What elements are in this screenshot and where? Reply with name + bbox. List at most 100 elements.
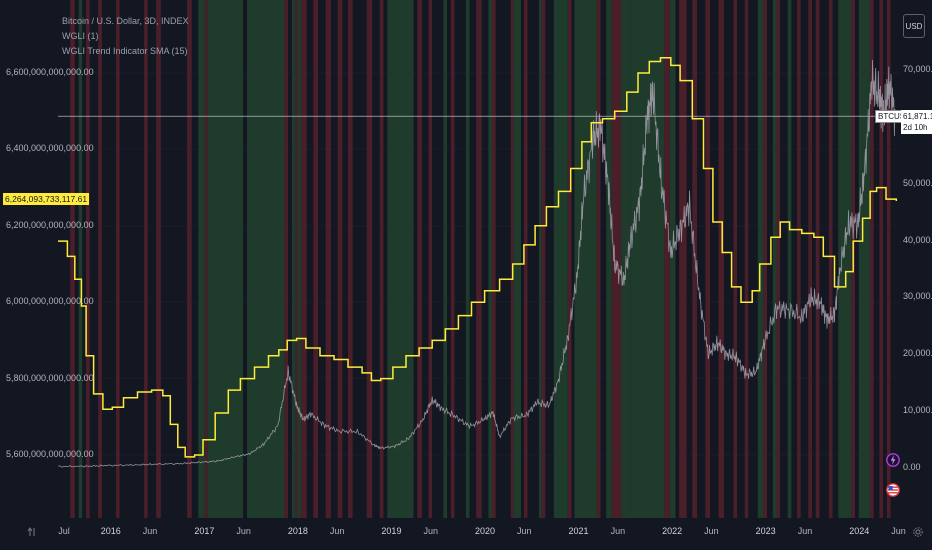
legend-indicator-sma[interactable]: WGLI Trend Indicator SMA (15) (62, 46, 188, 56)
regime-band-green (606, 0, 612, 518)
regime-band-dark (447, 0, 451, 518)
regime-band-green (247, 0, 285, 518)
time-axis-tick: Jun (704, 526, 719, 536)
regime-band-dark (82, 0, 86, 518)
right-axis-tick: 30,000.00 (903, 291, 932, 302)
regime-band-dark (119, 0, 144, 518)
left-axis-tick: 5,600,000,000,000.00 (6, 449, 94, 459)
regime-band-green (488, 0, 493, 518)
regime-band-green (858, 0, 870, 518)
regime-band-green (297, 0, 302, 518)
currency-button[interactable]: USD (903, 14, 925, 38)
current-price-tag: 61,871.19 2d 10h (901, 110, 932, 134)
us-flag-icon[interactable] (886, 482, 900, 498)
settings-gear-icon[interactable] (912, 526, 924, 538)
time-axis-tick: Jun (236, 526, 251, 536)
regime-band-dark (331, 0, 338, 518)
regime-band-red (763, 0, 768, 518)
regime-band-dark (469, 0, 477, 518)
time-axis-tick: 2019 (381, 526, 402, 536)
regime-band-dark (383, 0, 388, 518)
regime-band-dark (521, 0, 524, 518)
regime-band-red (815, 0, 820, 518)
regime-band-dark (571, 0, 575, 518)
regime-band-green (669, 0, 676, 518)
regime-band-dark (812, 0, 816, 518)
regime-band-green (198, 0, 205, 518)
regime-band-dark (686, 0, 693, 518)
time-axis-tick: 2024 (849, 526, 870, 536)
regime-band-dark (780, 0, 788, 518)
regime-band-green (443, 0, 448, 518)
regime-band-red (428, 0, 433, 518)
regime-band-red (733, 0, 738, 518)
regime-band-green (538, 0, 542, 518)
regime-band-dark (767, 0, 773, 518)
regime-band-dark (413, 0, 418, 518)
legend-indicator-wgli[interactable]: WGLI (1) (62, 31, 99, 41)
regime-band-red (86, 0, 90, 518)
regime-band-red (144, 0, 148, 518)
legend-symbol[interactable]: Bitcoin / U.S. Dollar, 3D, INDEX (62, 16, 189, 26)
regime-band-red (379, 0, 384, 518)
regime-band-red (664, 0, 670, 518)
regime-band-dark (74, 0, 79, 518)
regime-band-green (772, 0, 777, 518)
left-axis-tick: 6,000,000,000,000.00 (6, 296, 94, 307)
right-axis-tick: 70,000.00 (903, 64, 932, 74)
regime-band-dark (160, 0, 188, 518)
regime-band-dark (352, 0, 367, 518)
regime-band-red (870, 0, 874, 518)
btcusd-line (57, 59, 896, 468)
regime-band-green (787, 0, 792, 518)
time-axis-tick: Jul (58, 526, 70, 536)
time-axis-tick: Jun (517, 526, 532, 536)
regime-band-red (797, 0, 801, 518)
time-axis-tick: 2020 (474, 526, 496, 536)
regime-band-red (828, 0, 833, 518)
regime-band-red (510, 0, 514, 518)
regime-band-red (301, 0, 307, 518)
goto-date-icon[interactable] (26, 526, 38, 538)
regime-band-red (692, 0, 697, 518)
regime-band-dark (58, 0, 71, 518)
regime-band-red (348, 0, 353, 518)
regime-band-dark (890, 0, 900, 518)
regime-band-red (567, 0, 572, 518)
regime-band-red (325, 0, 332, 518)
right-axis-tick: 0.00 (903, 462, 921, 472)
left-axis-tick: 6,400,000,000,000.00 (6, 143, 94, 154)
regime-band-dark (873, 0, 880, 518)
time-axis-tick: Jun (142, 526, 158, 536)
wgli-sma-line (58, 56, 898, 458)
left-axis-tick: 5,800,000,000,000.00 (6, 372, 94, 383)
regime-band-dark (432, 0, 444, 518)
regime-band-green (291, 0, 296, 518)
time-axis-tick: Jun (329, 526, 345, 536)
regime-band-red (541, 0, 546, 518)
regime-band-red (886, 0, 891, 518)
regime-band-dark (89, 0, 99, 518)
regime-band-green (757, 0, 764, 518)
time-axis-tick: 2017 (194, 526, 215, 536)
lightning-icon[interactable] (886, 452, 900, 468)
regime-band-dark (481, 0, 489, 518)
regime-band-green (465, 0, 470, 518)
wgli-sma-series (58, 56, 898, 458)
time-axis-tick: Jun (797, 526, 813, 536)
bar-countdown: 2d 10h (903, 123, 928, 132)
regime-band-red (450, 0, 455, 518)
regime-band-green (78, 0, 83, 518)
regime-band-red (366, 0, 373, 518)
regime-band-dark (710, 0, 719, 518)
regime-band-green (838, 0, 852, 518)
regime-band-red (492, 0, 496, 518)
regime-band-red (187, 0, 192, 518)
time-axis-tick: Jun (423, 526, 438, 536)
time-axis-tick: 2023 (755, 526, 776, 536)
regime-band-green (387, 0, 414, 518)
regime-band-red (776, 0, 781, 518)
right-axis-tick: 10,000.00 (903, 405, 932, 416)
time-axis-tick: 2021 (568, 526, 589, 536)
